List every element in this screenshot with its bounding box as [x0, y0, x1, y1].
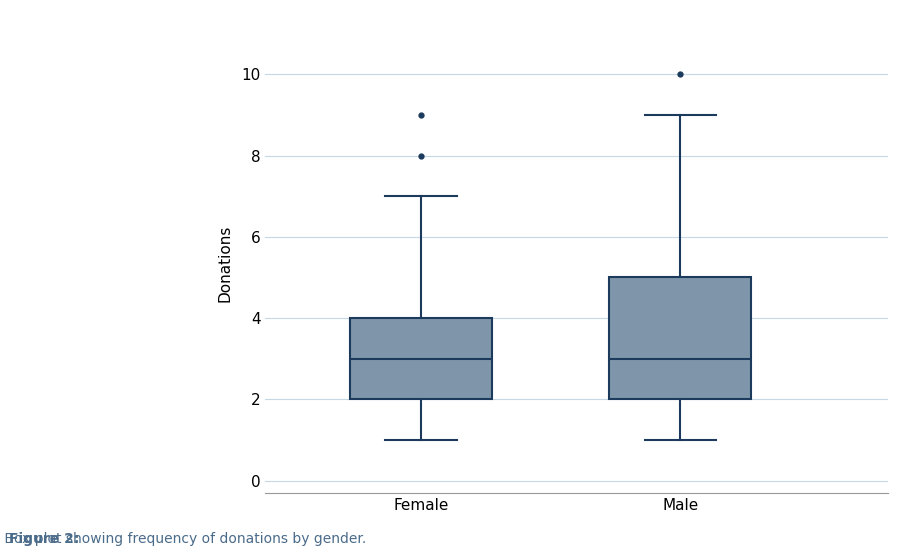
Text: Box plot showing frequency of donations by gender.: Box plot showing frequency of donations … [0, 532, 366, 546]
Text: Figure 2:: Figure 2: [9, 532, 80, 546]
PathPatch shape [608, 277, 751, 399]
Text: Figure 2: Box plot showing frequency of donations by gender.: Figure 2: Box plot showing frequency of … [9, 532, 436, 546]
Y-axis label: Donations: Donations [218, 225, 233, 302]
PathPatch shape [350, 318, 492, 399]
